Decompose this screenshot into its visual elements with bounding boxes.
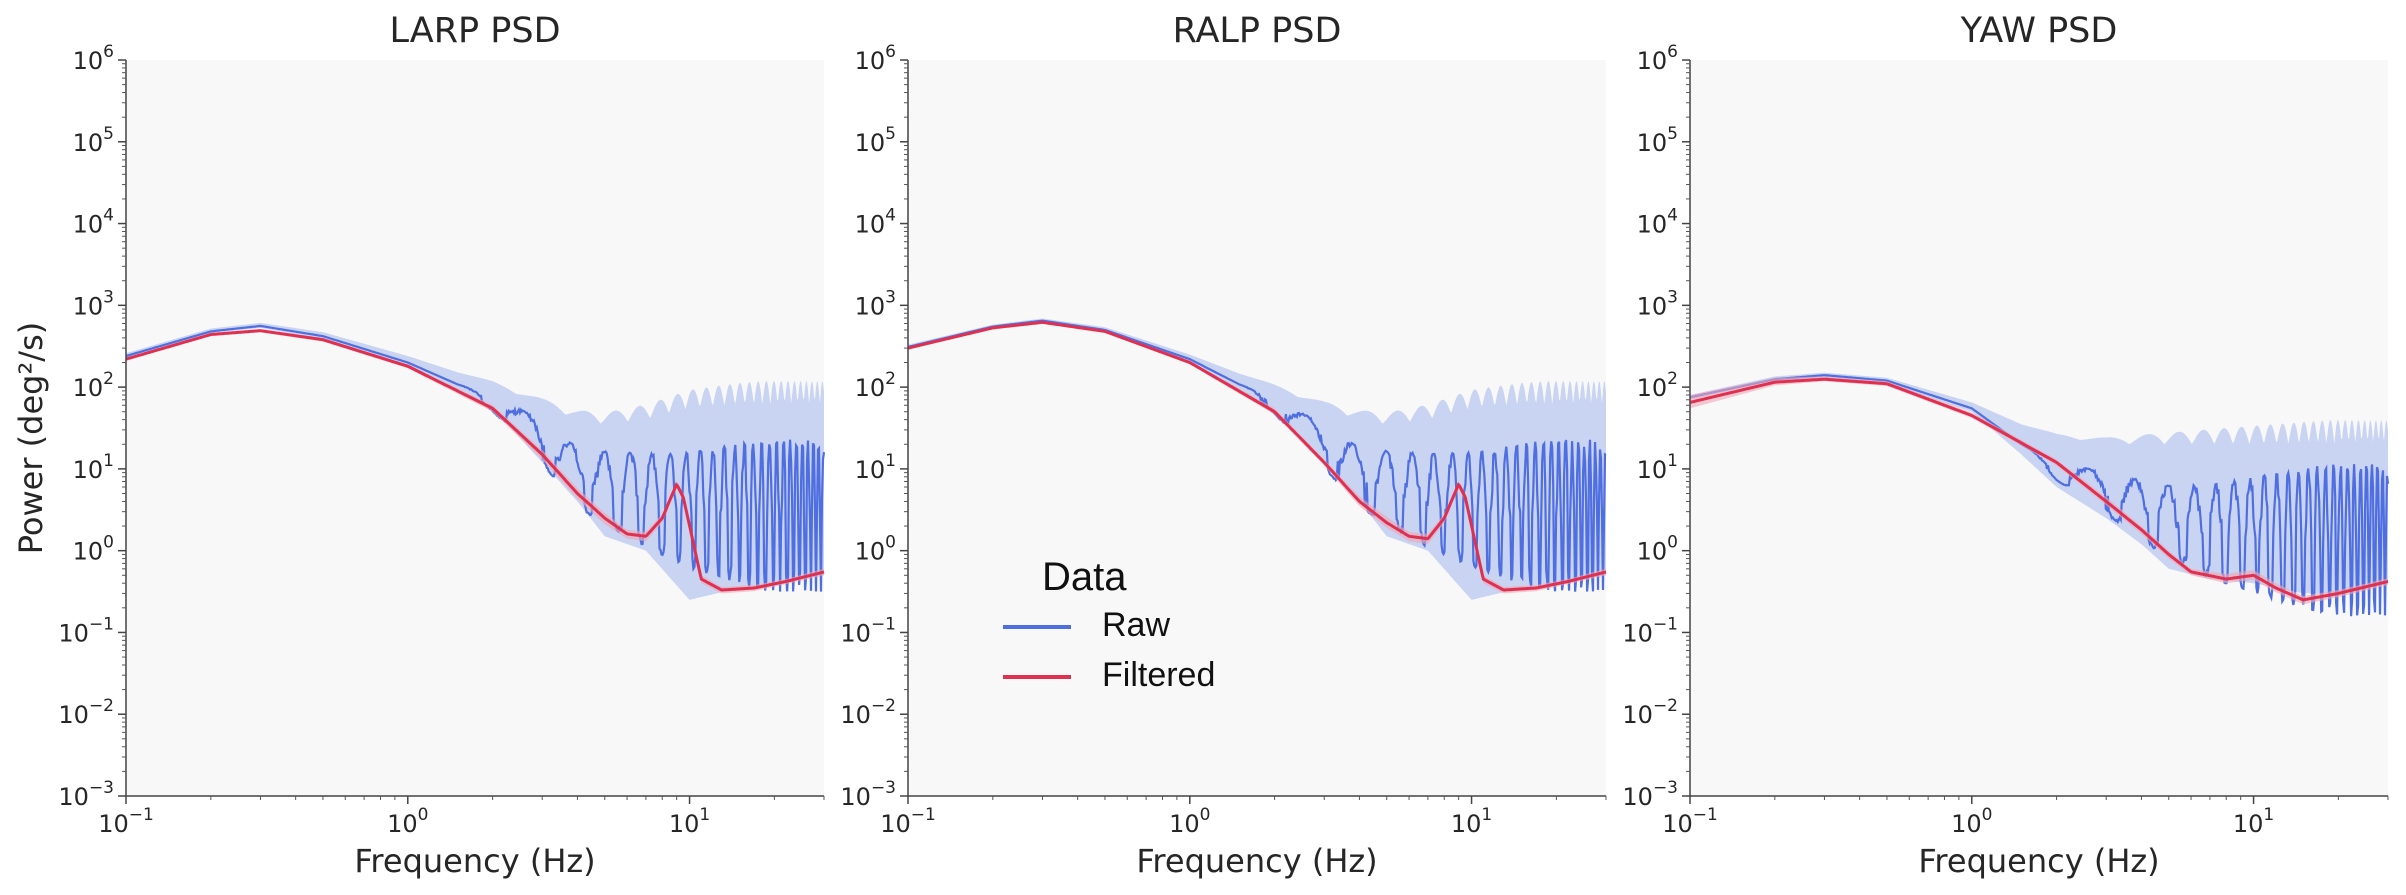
series-line-raw	[1689, 374, 2390, 617]
legend-label-raw: Raw	[1102, 606, 1170, 644]
y-tick-label: 102	[1637, 369, 1678, 402]
x-tick-label: 101	[669, 805, 710, 838]
x-tick-label: 100	[1169, 805, 1210, 838]
y-tick-label: 103	[1637, 287, 1678, 320]
x-tick-label: 101	[1451, 805, 1492, 838]
y-tick-label: 103	[855, 287, 896, 320]
x-tick-label: 100	[1951, 805, 1992, 838]
y-axis-label: Power (deg²/s)	[12, 322, 50, 554]
panel-title: LARP PSD	[389, 11, 560, 51]
y-tick-label: 10−1	[58, 614, 114, 647]
y-tick-label: 10−3	[840, 778, 896, 811]
y-tick-label: 104	[855, 206, 896, 239]
x-axis-label: Frequency (Hz)	[1136, 842, 1377, 880]
chart-panel-1: RALP PSD Frequency (Hz) 10−3 10−2 10−1 100 101…	[840, 11, 1607, 880]
y-tick-label: 105	[855, 124, 896, 157]
y-tick-label: 105	[73, 124, 114, 157]
y-tick-label: 102	[855, 369, 896, 402]
y-tick-label: 106	[73, 42, 114, 75]
y-tick-label: 100	[73, 533, 114, 566]
y-tick-label: 101	[73, 451, 114, 484]
y-tick-label: 101	[855, 451, 896, 484]
y-tick-label: 103	[73, 287, 114, 320]
y-tick-label: 100	[855, 533, 896, 566]
series-line-filtered	[125, 329, 825, 592]
y-tick-label: 100	[1637, 533, 1678, 566]
y-tick-label: 104	[1637, 206, 1678, 239]
x-tick-label: 10−1	[98, 805, 154, 838]
x-tick-label: 10−1	[880, 805, 936, 838]
y-tick-label: 10−2	[58, 696, 114, 729]
x-tick-label: 10−1	[1662, 805, 1718, 838]
panel-title: YAW PSD	[1960, 11, 2118, 51]
series-line-raw	[125, 324, 826, 592]
x-axis-label: Frequency (Hz)	[1918, 842, 2159, 880]
x-axis-label: Frequency (Hz)	[354, 842, 595, 880]
series-line-filtered	[1689, 377, 2389, 602]
series-band-raw	[1690, 372, 2388, 594]
legend-label-filtered: Filtered	[1102, 656, 1215, 694]
x-tick-label: 100	[387, 805, 428, 838]
y-tick-label: 10−3	[1622, 778, 1678, 811]
legend-title: Data	[1042, 555, 1127, 599]
y-tick-label: 10−2	[1622, 696, 1678, 729]
series-band-raw	[908, 318, 1606, 600]
y-tick-label: 102	[73, 369, 114, 402]
legend: Data Raw Filtered	[1003, 555, 1215, 694]
y-tick-label: 10−2	[840, 696, 896, 729]
y-tick-label: 10−1	[1622, 614, 1678, 647]
chart-panel-0: LARP PSD Frequency (Hz) 10−3 10−2 10−1 100 101…	[58, 11, 826, 880]
chart-panel-2: YAW PSD Frequency (Hz) 10−3 10−2 10−1 100 101 1…	[1622, 11, 2390, 880]
y-tick-label: 101	[1637, 451, 1678, 484]
x-tick-label: 101	[2233, 805, 2274, 838]
y-tick-label: 106	[855, 42, 896, 75]
panel-title: RALP PSD	[1173, 11, 1342, 51]
y-tick-label: 106	[1637, 42, 1678, 75]
series-line-filtered	[907, 320, 1607, 592]
y-tick-label: 10−3	[58, 778, 114, 811]
y-tick-label: 104	[73, 206, 114, 239]
y-tick-label: 105	[1637, 124, 1678, 157]
y-tick-label: 10−1	[840, 614, 896, 647]
